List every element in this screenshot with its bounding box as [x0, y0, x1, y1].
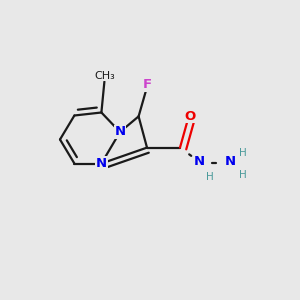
Text: CH₃: CH₃ — [94, 70, 115, 81]
Text: H: H — [206, 172, 213, 182]
Text: H: H — [239, 169, 247, 180]
Text: O: O — [184, 110, 196, 123]
Text: N: N — [194, 155, 205, 168]
Text: F: F — [142, 78, 152, 91]
Text: N: N — [96, 157, 107, 170]
Text: N: N — [225, 155, 236, 168]
Text: H: H — [239, 148, 247, 158]
Text: N: N — [114, 125, 126, 139]
